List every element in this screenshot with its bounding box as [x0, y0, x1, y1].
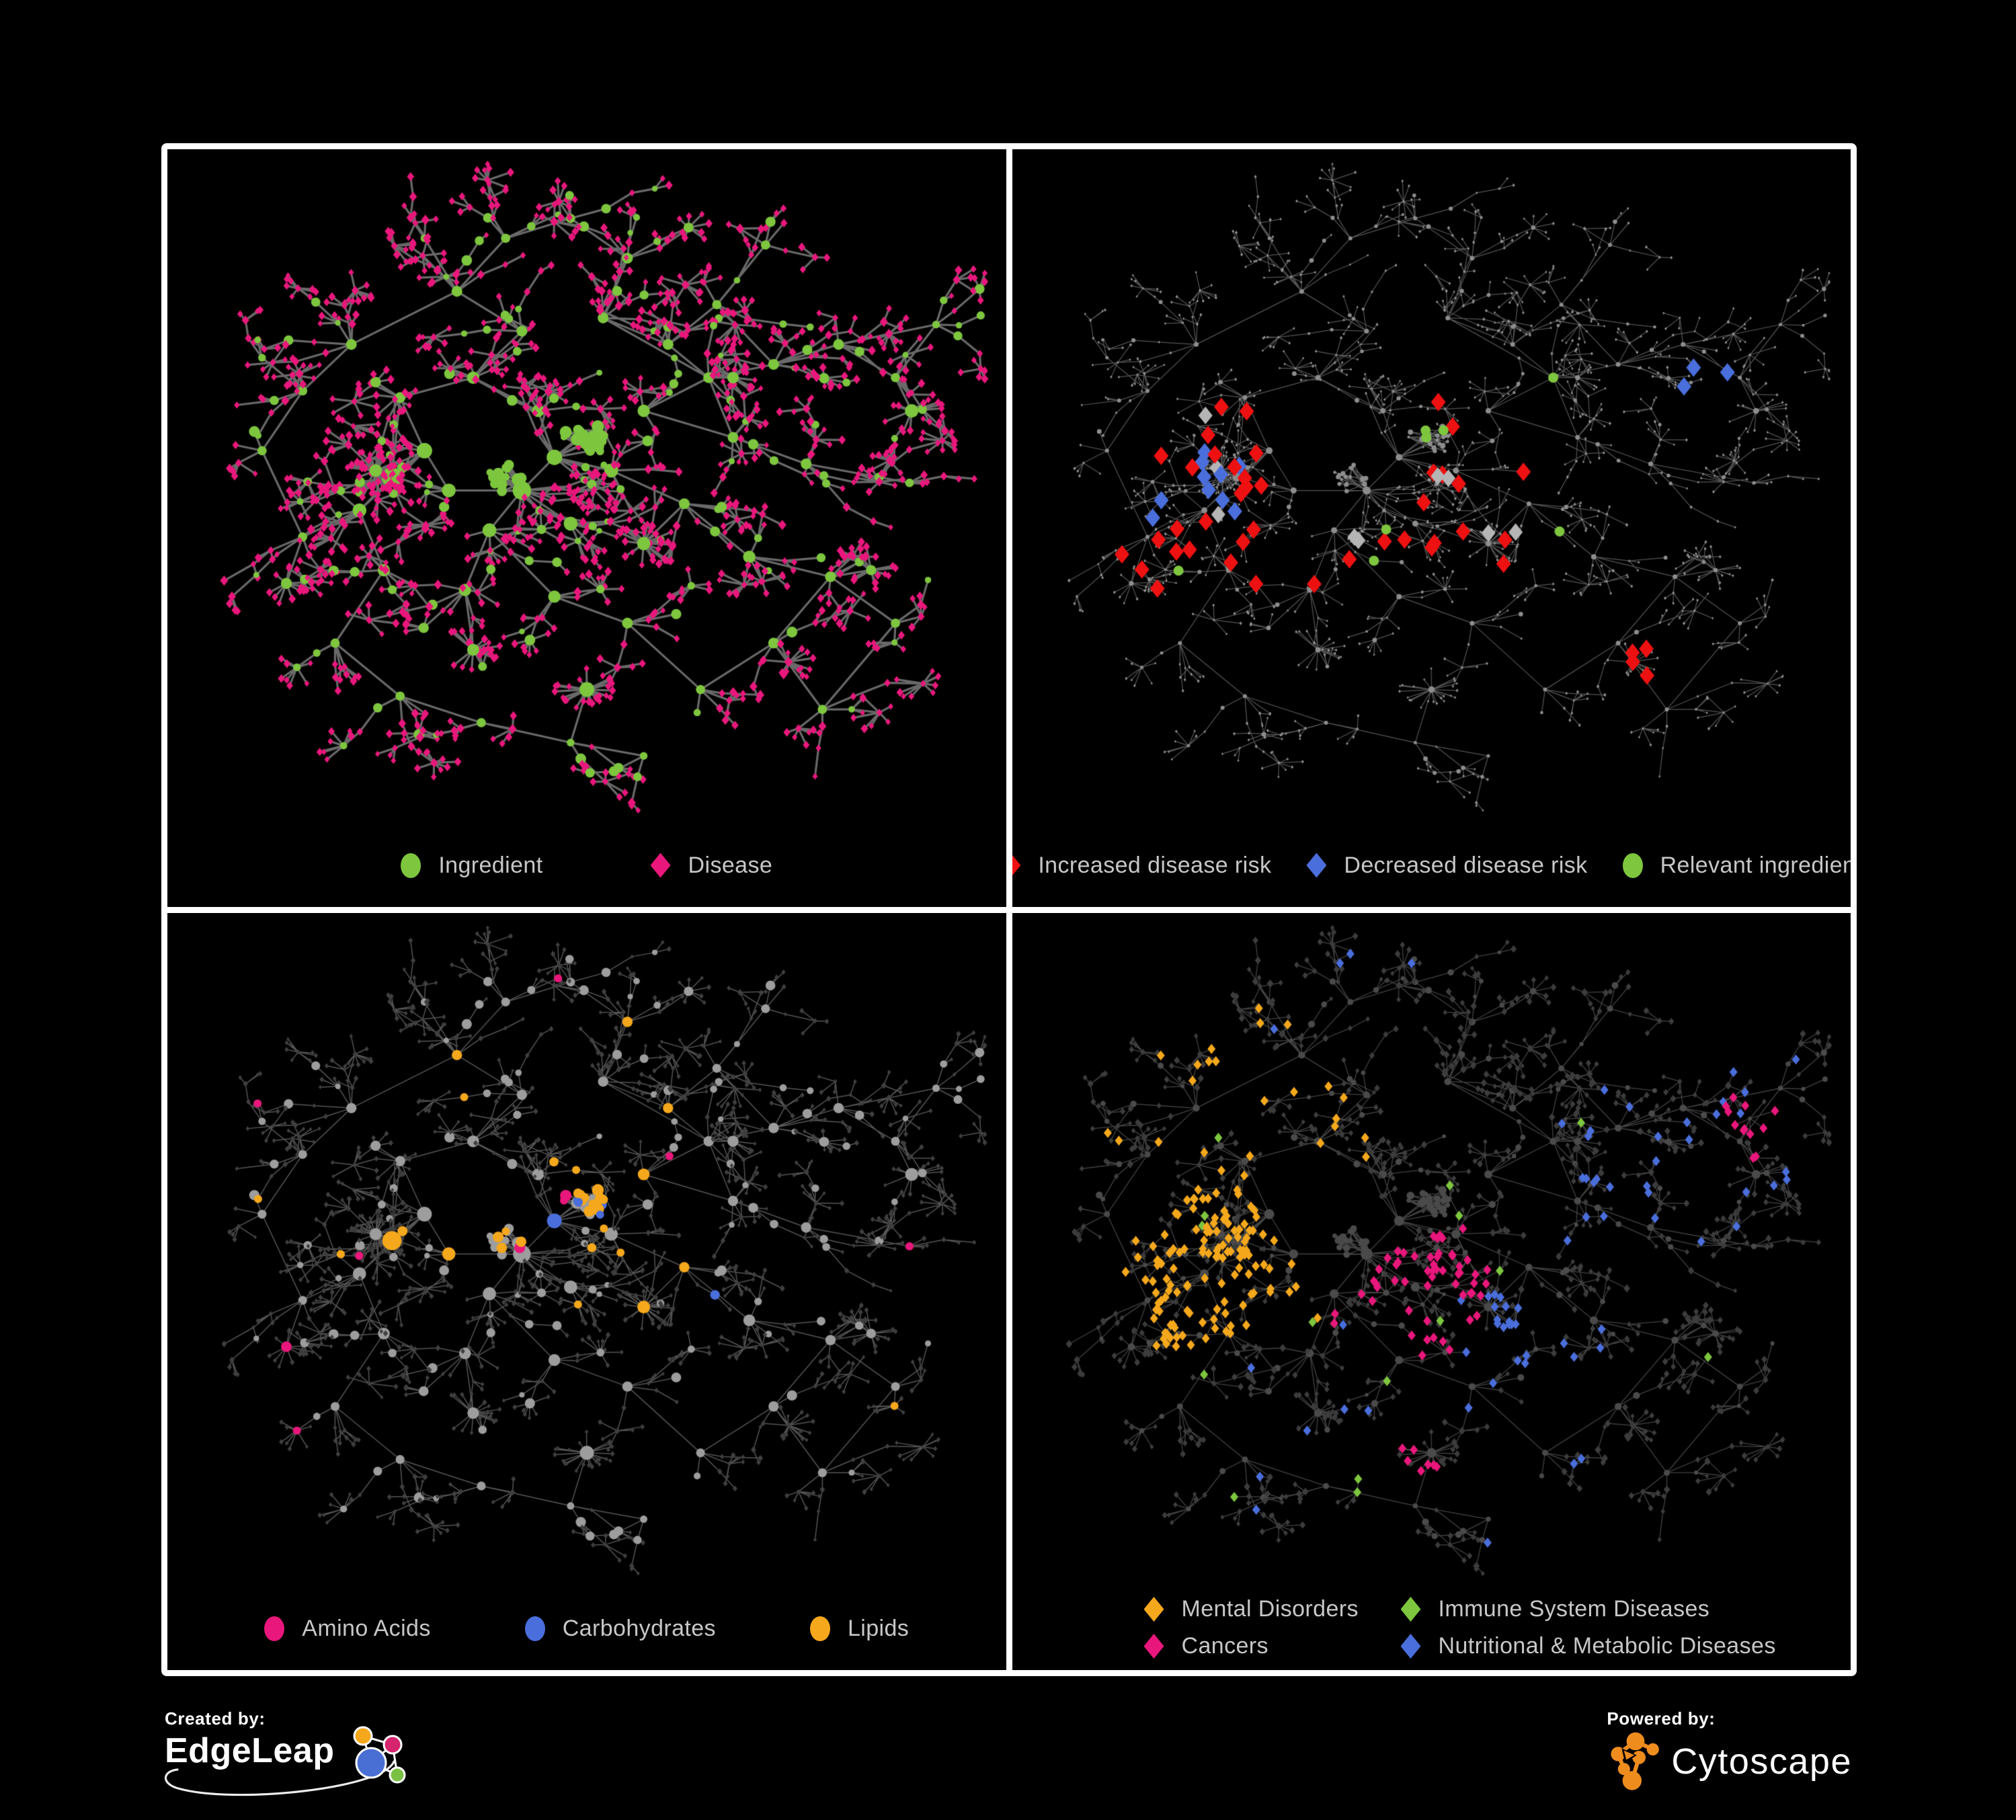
legend-disease-classes: Mental Disorders Immune System Diseases …	[1012, 1596, 1851, 1659]
legend-item: Increased disease risk	[1012, 853, 1272, 879]
legend-label: Carbohydrates	[562, 1616, 716, 1641]
panel-grid: Ingredient Disease Increased disease ris…	[161, 143, 1857, 1676]
legend-nutrient-classes: Amino Acids Carbohydrates Lipids	[167, 1616, 1006, 1642]
network-canvas-ingredient-disease	[167, 149, 1006, 907]
carbohydrates-legend-icon	[524, 1616, 545, 1641]
ingredient-legend-icon	[401, 853, 421, 878]
panel-ingredient-disease: Ingredient Disease	[167, 149, 1006, 907]
metabolic-diseases-legend-icon	[1400, 1634, 1421, 1659]
legend-item: Ingredient	[401, 853, 542, 879]
immune-diseases-legend-icon	[1400, 1597, 1421, 1622]
network-canvas-nutrient-classes	[167, 912, 1006, 1670]
mental-disorders-legend-icon	[1143, 1597, 1164, 1622]
legend-item: Disease	[650, 852, 773, 879]
legend-item: Cancers	[1143, 1633, 1401, 1659]
legend-label: Nutritional & Metabolic Diseases	[1438, 1633, 1776, 1659]
network-canvas-disease-risk	[1012, 149, 1851, 907]
legend-label: Relevant ingredient	[1660, 852, 1851, 878]
legend-label: Increased disease risk	[1038, 852, 1272, 878]
legend-label: Cancers	[1181, 1633, 1268, 1659]
legend-item: Decreased disease risk	[1306, 853, 1587, 879]
decreased-risk-legend-icon	[1306, 853, 1327, 878]
legend-item: Immune System Diseases	[1400, 1596, 1776, 1622]
cytoscape-wordmark: Cytoscape	[1671, 1741, 1852, 1782]
cytoscape-logo-icon	[1611, 1732, 1660, 1790]
legend-ingredient-disease: Ingredient Disease	[167, 853, 1006, 879]
cytoscape-credit: Powered by: Cytoscape	[1607, 1708, 1852, 1792]
legend-item: Relevant ingredient	[1622, 852, 1851, 879]
lipids-legend-icon	[809, 1616, 830, 1641]
amino-acids-legend-icon	[264, 1616, 285, 1641]
panel-disease-risk: Increased disease risk Decreased disease…	[1012, 149, 1851, 907]
disease-legend-icon	[650, 853, 671, 878]
legend-label: Ingredient	[438, 852, 543, 878]
legend-label: Amino Acids	[302, 1616, 431, 1641]
panel-disease-classes: Mental Disorders Immune System Diseases …	[1012, 912, 1851, 1670]
network-canvas-disease-classes	[1012, 912, 1851, 1670]
legend-disease-risk: Increased disease risk Decreased disease…	[1012, 853, 1851, 879]
legend-label: Decreased disease risk	[1344, 852, 1588, 878]
legend-item: Mental Disorders	[1143, 1596, 1401, 1622]
legend-item: Amino Acids	[264, 1616, 430, 1642]
created-by-label: Created by:	[165, 1708, 266, 1729]
legend-label: Immune System Diseases	[1438, 1596, 1710, 1622]
cancers-legend-icon	[1143, 1634, 1164, 1659]
panel-nutrient-classes: Amino Acids Carbohydrates Lipids	[167, 912, 1006, 1670]
powered-by-label: Powered by:	[1607, 1708, 1716, 1729]
increased-risk-legend-icon	[1012, 853, 1021, 878]
legend-item: Lipids	[809, 1616, 910, 1642]
legend-label: Lipids	[847, 1616, 910, 1641]
edgeleap-credit: Created by: EdgeLeap	[164, 1708, 417, 1796]
legend-item: Nutritional & Metabolic Diseases	[1400, 1633, 1776, 1659]
legend-label: Mental Disorders	[1181, 1596, 1359, 1622]
relevant-ingredient-legend-icon	[1622, 853, 1643, 878]
legend-item: Carbohydrates	[524, 1616, 716, 1642]
legend-label: Disease	[688, 852, 773, 878]
edgeleap-logo-icon	[164, 1726, 405, 1796]
edgeleap-wordmark: EdgeLeap	[165, 1731, 335, 1770]
